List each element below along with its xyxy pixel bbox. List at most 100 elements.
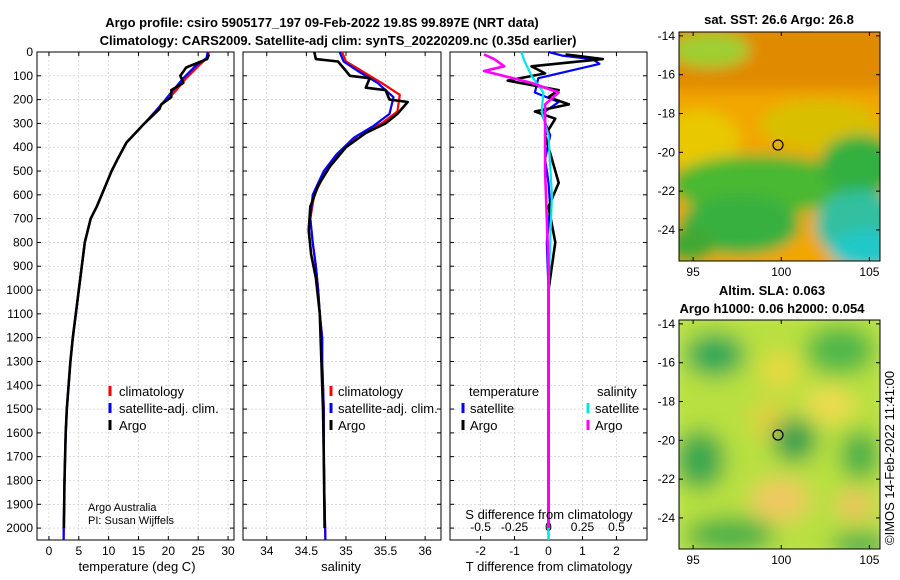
annotation-pi: PI: Susan Wijffels [88,515,174,527]
y-tick-label: 100 [13,69,33,83]
map-y-tick-label: -16 [658,68,676,82]
y-tick-label: 1200 [6,331,33,345]
map-y-tick-label: -18 [658,107,676,121]
y-tick-label: 1500 [6,402,33,416]
legend-label-argo: Argo [338,418,365,433]
salinity-xlabel: salinity [321,559,361,574]
series-s-argo [482,53,561,529]
s-tick-label: 0.25 [571,520,595,534]
y-tick-label: 1300 [6,354,33,368]
map-y-tick-label: -20 [658,145,676,159]
y-tick-label: 1100 [7,307,33,321]
y-tick-label: 1000 [6,283,33,297]
y-tick-label: 500 [13,164,33,178]
x-tick-label: 0 [545,544,552,558]
map-x-tick-label: 105 [859,553,879,567]
x-tick-label: 34 [260,544,274,558]
sla-argo-marker [772,429,784,441]
difference-panel: -2 -1 0 1 2-0.5 -0.25 0 0.25 0.5 [449,50,648,558]
legend-label-s-satellite: satellite [595,401,639,416]
legend-title-salinity: salinity [597,384,637,399]
sla-map-title-2: Argo h1000: 0.06 h2000: 0.054 [680,301,866,316]
legend-label-t-satellite: satellite [470,401,514,416]
map-y-tick-label: -24 [658,511,676,525]
x-tick-label: 34.5 [295,544,319,558]
sla-map-title-1: Altim. SLA: 0.063 [719,283,825,298]
legend-label-t-argo: Argo [470,418,497,433]
y-tick-label: 200 [13,93,33,107]
x-tick-label: -1 [509,544,520,558]
x-tick-label: 2 [613,544,620,558]
y-tick-label: 600 [13,188,33,202]
axes-frame [242,51,442,541]
y-tick-label: 2000 [6,521,33,535]
annotation-argo-australia: Argo Australia [88,502,157,514]
sla-map-axes: 95 100 105 -14 -16 -18 -20 -22 -24 [658,317,880,567]
temperature-xlabel: temperature (deg C) [78,559,195,574]
x-tick-label: 35 [339,544,353,558]
title-line-2: Climatology: CARS2009. Satellite-adj cli… [100,33,577,48]
legend-label-argo: Argo [119,418,146,433]
x-tick-label: 25 [192,544,206,558]
map-x-tick-label: 100 [771,553,791,567]
sst-argo-marker [772,139,784,151]
sst-map-frame [678,31,881,262]
x-tick-label: 1 [579,544,586,558]
sst-map-axes: 95 100 105 -14 -16 -18 -20 -22 -24 [658,29,880,279]
salinity-legend: climatology satellite-adj. clim. Argo [329,384,438,433]
legend-label-s-argo: Argo [595,418,622,433]
map-y-tick-label: -22 [658,184,676,198]
difference-xlabel: T difference from climatology [466,559,633,574]
legend-label-climatology: climatology [119,384,185,399]
y-tick-label: 0 [26,45,33,59]
x-tick-label: 30 [221,544,235,558]
y-tick-label: 1900 [6,497,33,511]
sst-map [678,31,881,262]
sla-map-frame [678,319,881,550]
x-tick-label: -2 [475,544,486,558]
x-tick-label: 20 [162,544,176,558]
map-y-tick-label: -20 [658,433,676,447]
y-tick-label: 800 [13,235,33,249]
series-climatology [62,51,210,541]
map-x-tick-label: 105 [859,265,879,279]
map-x-tick-label: 95 [686,265,700,279]
y-tick-label: 900 [13,259,33,273]
y-tick-label: 300 [13,116,33,130]
map-y-tick-label: -18 [658,395,676,409]
salinity-panel: 34 34.5 35 35.5 36 [242,51,442,558]
y-tick-label: 400 [13,140,33,154]
map-y-tick-label: -16 [658,356,676,370]
x-tick-label: 36 [418,544,432,558]
s-tick-label: -0.25 [501,520,529,534]
y-tick-label: 1600 [6,426,33,440]
map-y-tick-label: -14 [658,29,676,43]
title-line-1: Argo profile: csiro 5905177_197 09-Feb-2… [105,15,539,30]
series-argo [307,51,410,529]
map-y-tick-label: -22 [658,472,676,486]
series-satellite-adj-clim- [62,51,209,541]
map-x-tick-label: 95 [686,553,700,567]
map-y-tick-label: -14 [658,317,676,331]
s-tick-label: -0.5 [470,520,491,534]
temperature-panel: 0100200300400500600700800900100011001200… [6,45,235,558]
x-tick-label: 0 [46,544,53,558]
map-y-tick-label: -24 [658,223,676,237]
axes-frame [36,51,235,541]
x-tick-label: 10 [102,544,116,558]
x-tick-label: 35.5 [374,544,398,558]
legend-label-satellite: satellite-adj. clim. [338,401,438,416]
legend-label-climatology: climatology [338,384,404,399]
series-argo [62,53,211,529]
credit-text: ©IMOS 14-Feb-2022 11:41:00 [882,371,897,545]
y-tick-label: 1800 [6,473,33,487]
series-t-argo [506,53,605,529]
y-tick-label: 1700 [6,450,33,464]
x-tick-label: 15 [132,544,146,558]
s-tick-label: 0.5 [608,520,625,534]
temperature-legend: climatology satellite-adj. clim. Argo [108,384,219,433]
difference-legend: temperature satellite Argo salinity sate… [461,384,639,433]
difference-xlabel-top: S difference from climatology [465,507,633,522]
sla-map [678,319,881,550]
